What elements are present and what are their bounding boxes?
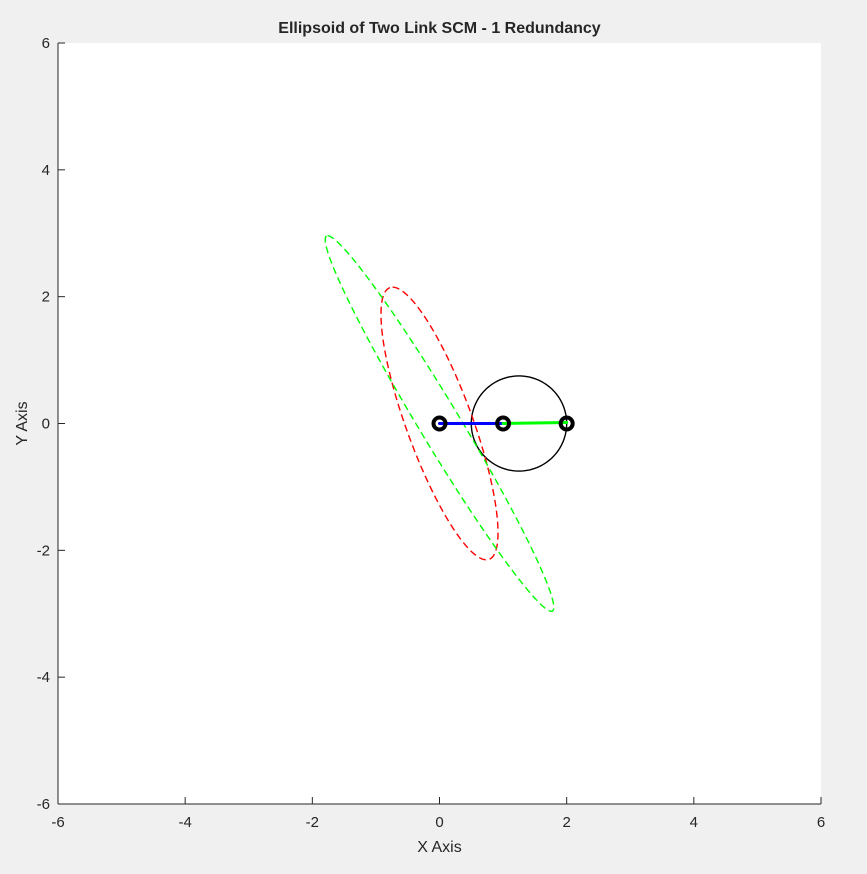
x-tick-label: 6 [817,814,825,831]
x-axis-label: X Axis [417,839,461,856]
y-tick-label: -2 [37,542,50,559]
y-tick-label: -4 [37,669,50,686]
joint-marker [558,415,575,432]
y-tick-label: 4 [42,162,50,179]
joint-marker [495,415,512,432]
x-tick-label: 2 [562,814,570,831]
ellipse-3 [380,286,499,561]
y-tick-label: -6 [37,796,50,813]
y-tick-label: 2 [42,289,50,306]
joint-marker [431,415,448,432]
x-tick-label: -2 [306,814,319,831]
y-tick-label: 0 [42,416,50,433]
x-tick-label: -4 [178,814,191,831]
y-tick-label: 6 [42,35,50,52]
x-tick-label: -6 [51,814,64,831]
ellipse-4 [324,234,555,613]
link-line-1 [501,421,569,425]
x-tick-label: 4 [690,814,698,831]
y-axis-label: Y Axis [14,401,31,445]
plot-layer [324,234,575,613]
x-tick-label: 0 [435,814,443,831]
chart-title: Ellipsoid of Two Link SCM - 1 Redundancy [278,20,600,37]
axes-layer: -6 -4 -2 0 2 4 6 -6 -4 -2 0 2 4 6 [37,35,826,831]
